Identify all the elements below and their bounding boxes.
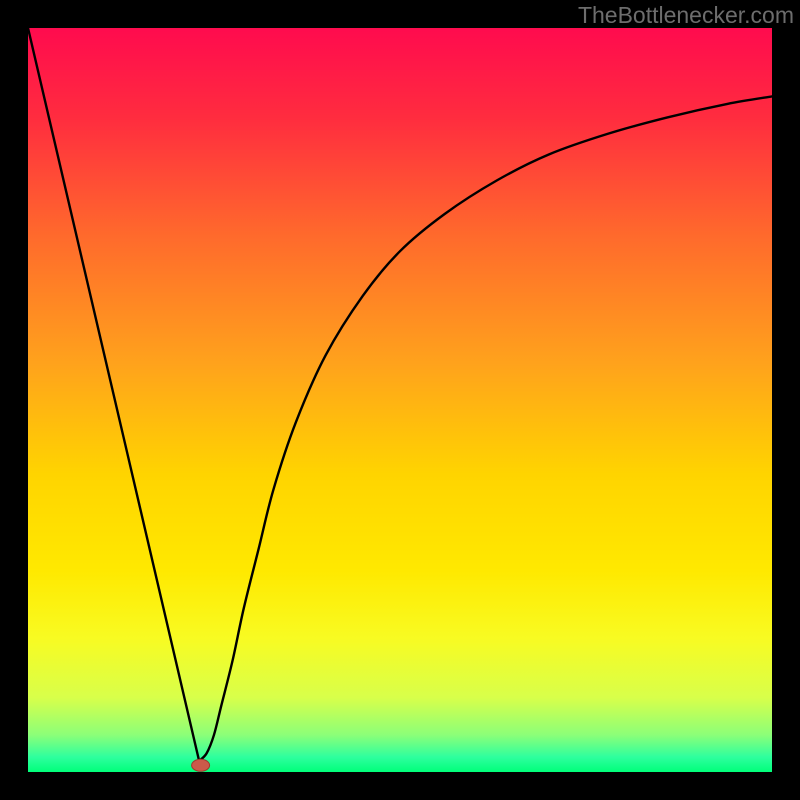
bottleneck-chart: TheBottlenecker.com (0, 0, 800, 800)
watermark-text: TheBottlenecker.com (578, 2, 794, 29)
optimal-point-marker (192, 759, 210, 771)
plot-area (28, 28, 772, 772)
plot-background (28, 28, 772, 772)
